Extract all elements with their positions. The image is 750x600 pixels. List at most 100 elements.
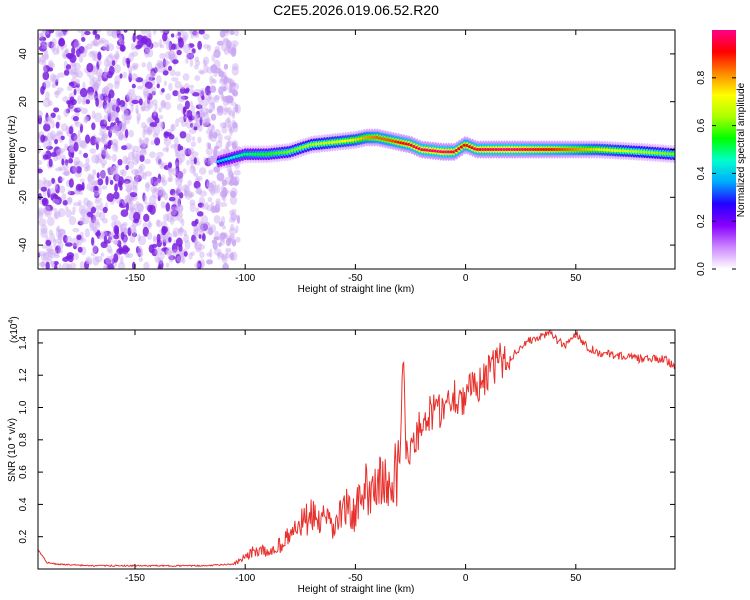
noise-blob	[175, 118, 179, 128]
noise-blob	[136, 116, 140, 125]
noise-blob	[147, 48, 154, 58]
noise-blob	[102, 206, 108, 214]
noise-blob	[230, 190, 237, 198]
noise-blob	[231, 239, 237, 247]
noise-blob	[163, 30, 170, 33]
noise-blob	[210, 187, 216, 196]
noise-blob	[105, 125, 112, 131]
noise-blob	[65, 205, 69, 211]
noise-blob	[111, 153, 117, 162]
noise-blob	[191, 220, 198, 227]
noise-blob	[113, 30, 121, 34]
noise-blob	[184, 148, 192, 157]
noise-blob	[169, 188, 176, 196]
noise-blob	[167, 177, 173, 182]
noise-blob	[157, 67, 163, 73]
noise-blob	[38, 56, 42, 63]
noise-blob	[171, 167, 178, 176]
noise-blob	[75, 70, 84, 79]
noise-blob	[49, 73, 57, 83]
noise-blob	[45, 91, 50, 101]
noise-blob	[157, 264, 162, 269]
noise-blob	[63, 168, 70, 177]
noise-blob	[152, 235, 157, 243]
noise-blob	[221, 225, 226, 230]
noise-blob	[86, 62, 94, 73]
noise-blob	[77, 246, 83, 253]
noise-blob	[175, 186, 182, 195]
noise-blob	[131, 232, 138, 238]
noise-blob	[161, 179, 168, 187]
noise-blob	[43, 123, 51, 132]
noise-blob	[149, 176, 154, 185]
noise-blob	[132, 32, 136, 43]
noise-blob	[195, 222, 204, 232]
noise-blob	[230, 223, 235, 231]
noise-blob	[77, 129, 81, 136]
noise-blob	[209, 129, 214, 138]
noise-blob	[74, 121, 82, 128]
noise-blob	[77, 30, 84, 34]
snr-y-label: SNR (10 * v/v)	[7, 418, 18, 482]
noise-blob	[95, 197, 103, 202]
noise-blob	[99, 137, 105, 143]
noise-blob	[169, 216, 175, 225]
noise-blob	[55, 227, 59, 232]
noise-blob	[223, 47, 229, 56]
noise-blob	[127, 151, 135, 161]
noise-blob	[81, 181, 85, 191]
noise-blob	[205, 108, 210, 114]
noise-blob	[153, 187, 161, 192]
noise-blob	[143, 99, 152, 109]
noise-blob	[204, 202, 209, 211]
noise-blob	[72, 242, 77, 250]
noise-blob	[126, 144, 132, 150]
noise-blob	[177, 228, 185, 233]
noise-blob	[152, 30, 157, 35]
noise-blob	[55, 121, 60, 129]
noise-blob	[210, 205, 217, 214]
noise-blob	[38, 250, 41, 257]
noise-blob	[113, 225, 120, 235]
noise-blob	[55, 30, 61, 38]
noise-blob	[190, 105, 196, 114]
noise-blob	[56, 154, 62, 160]
noise-blob	[70, 133, 78, 142]
noise-blob	[229, 30, 235, 36]
noise-blob	[112, 164, 119, 169]
noise-blob	[231, 110, 236, 120]
noise-blob	[105, 175, 109, 186]
noise-blob	[206, 252, 212, 257]
noise-blob	[121, 119, 127, 127]
noise-blob	[64, 170, 71, 177]
noise-blob	[153, 181, 160, 187]
noise-blob	[118, 122, 125, 133]
noise-blob	[109, 231, 115, 238]
noise-blob	[183, 113, 187, 123]
noise-blob	[183, 188, 188, 197]
noise-blob	[206, 141, 210, 149]
noise-blob	[198, 167, 207, 175]
noise-blob	[92, 179, 99, 187]
noise-blob	[209, 224, 217, 234]
noise-blob	[191, 234, 197, 243]
noise-blob	[170, 33, 175, 38]
noise-blob	[76, 234, 82, 241]
colorbar-tick-label: 0.0	[696, 262, 707, 276]
noise-blob	[119, 100, 126, 108]
noise-blob	[216, 184, 221, 194]
noise-blob	[213, 94, 221, 101]
noise-blob	[128, 52, 134, 62]
noise-blob	[154, 103, 158, 110]
noise-blob	[57, 166, 66, 171]
snr-x-tick-label: -150	[125, 573, 145, 584]
noise-blob	[51, 120, 55, 129]
noise-blob	[103, 104, 112, 114]
noise-blob	[132, 227, 137, 236]
noise-blob	[114, 183, 118, 193]
noise-blob	[216, 252, 224, 258]
noise-blob	[89, 221, 95, 232]
noise-blob	[161, 121, 165, 130]
noise-blob	[171, 204, 178, 211]
noise-blob	[124, 181, 130, 188]
